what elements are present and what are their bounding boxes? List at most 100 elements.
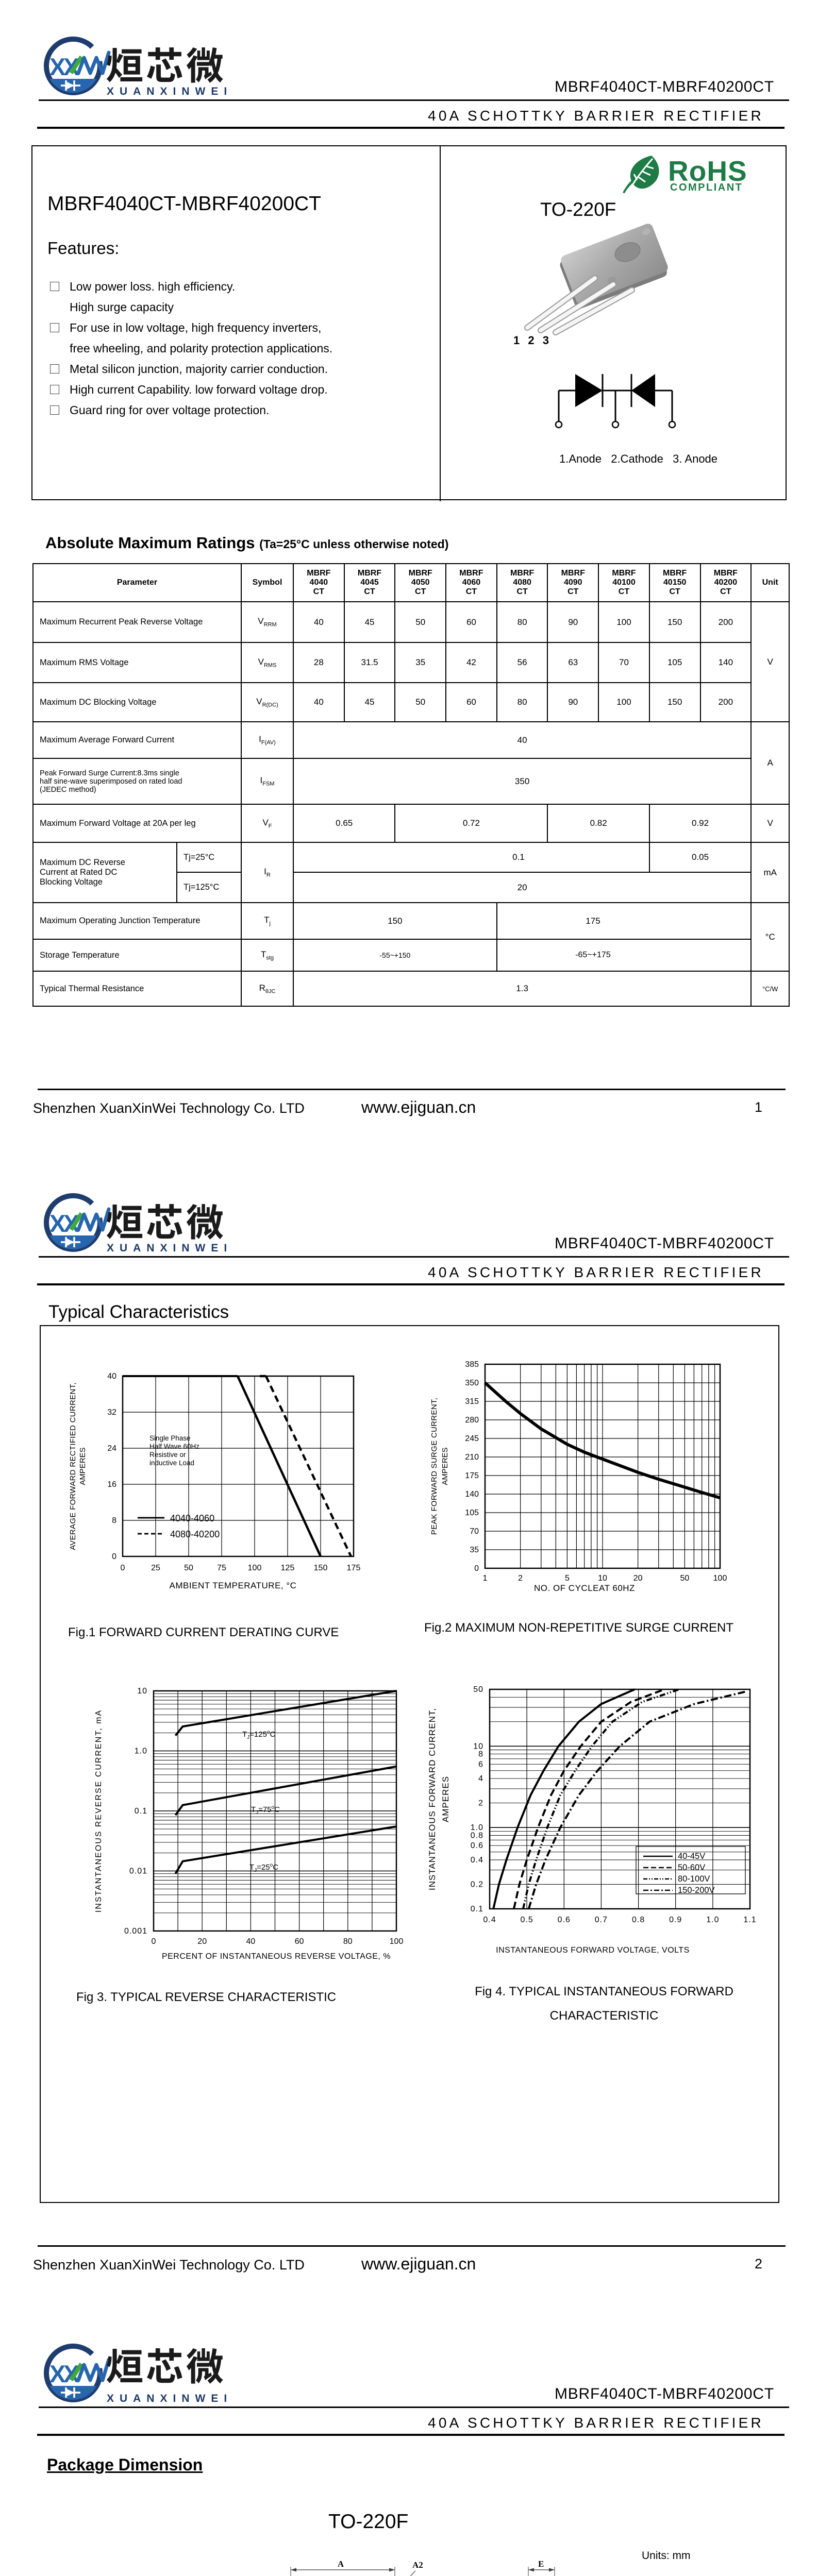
- svg-text:8: 8: [478, 1750, 483, 1759]
- svg-text:16: 16: [107, 1480, 116, 1489]
- svg-text:Resistive or: Resistive or: [149, 1451, 186, 1459]
- svg-text:50: 50: [184, 1564, 193, 1572]
- svg-text:1.0: 1.0: [471, 1823, 483, 1832]
- svg-text:NO. OF CYCLEAT 60HZ: NO. OF CYCLEAT 60HZ: [534, 1583, 635, 1593]
- svg-text:10: 10: [137, 1687, 147, 1696]
- svg-text:AMPERES: AMPERES: [78, 1447, 87, 1485]
- svg-text:350: 350: [465, 1379, 479, 1387]
- svg-text:Half Wave 60Hz: Half Wave 60Hz: [149, 1443, 199, 1450]
- svg-text:0.6: 0.6: [558, 1916, 571, 1924]
- svg-text:X: X: [49, 53, 65, 80]
- svg-text:XUANXINWEI: XUANXINWEI: [107, 1242, 232, 1254]
- svg-text:175: 175: [465, 1471, 479, 1480]
- svg-text:0.4: 0.4: [483, 1916, 496, 1924]
- svg-text:150-200V: 150-200V: [678, 1886, 715, 1895]
- svg-text:80: 80: [343, 1937, 353, 1946]
- svg-text:AMPERES: AMPERES: [441, 1776, 450, 1822]
- svg-text:245: 245: [465, 1434, 479, 1443]
- svg-text:4040-4060: 4040-4060: [170, 1513, 214, 1523]
- svg-text:PEAK FORWARD SURGE CURRENT,: PEAK FORWARD SURGE CURRENT,: [430, 1398, 439, 1535]
- svg-text:1.0: 1.0: [706, 1916, 719, 1924]
- svg-text:INSTANTANEOUS FORWARD CURRENT,: INSTANTANEOUS FORWARD CURRENT,: [427, 1708, 437, 1890]
- svg-text:RoHS: RoHS: [668, 155, 747, 187]
- svg-text:Fig.2 MAXIMUM NON-REPETITIVE S: Fig.2 MAXIMUM NON-REPETITIVE SURGE CURRE…: [424, 1621, 733, 1635]
- svg-text:E: E: [538, 2559, 544, 2569]
- svg-text:210: 210: [465, 1453, 479, 1462]
- svg-text:0.7: 0.7: [595, 1916, 608, 1924]
- svg-text:105: 105: [465, 1509, 479, 1517]
- svg-text:0: 0: [121, 1564, 125, 1572]
- svg-text:50: 50: [473, 1685, 483, 1694]
- svg-text:A: A: [338, 2559, 344, 2569]
- svg-text:10: 10: [598, 1574, 607, 1583]
- svg-text:0.1: 0.1: [135, 1807, 147, 1816]
- svg-text:1: 1: [483, 1574, 488, 1583]
- svg-text:PERCENT OF INSTANTANEOUS REVER: PERCENT OF INSTANTANEOUS REVERSE VOLTAGE…: [162, 1952, 391, 1961]
- svg-text:XUANXINWEI: XUANXINWEI: [107, 2393, 232, 2404]
- svg-text:70: 70: [470, 1527, 479, 1536]
- svg-text:TJ=125oC: TJ=125oC: [242, 1730, 276, 1740]
- svg-text:10: 10: [473, 1742, 483, 1751]
- svg-text:6: 6: [478, 1760, 483, 1769]
- svg-text:140: 140: [465, 1490, 479, 1499]
- svg-text:0.6: 0.6: [471, 1841, 483, 1850]
- svg-text:100: 100: [390, 1937, 404, 1946]
- svg-text:AMBIENT TEMPERATURE, °C: AMBIENT TEMPERATURE, °C: [170, 1581, 297, 1590]
- svg-text:0.01: 0.01: [129, 1867, 147, 1876]
- svg-text:4: 4: [478, 1774, 483, 1783]
- svg-text:20: 20: [633, 1574, 643, 1583]
- svg-text:100: 100: [713, 1574, 727, 1583]
- svg-text:20: 20: [197, 1937, 207, 1946]
- svg-text:0.4: 0.4: [471, 1856, 483, 1865]
- svg-text:Single Phase: Single Phase: [149, 1434, 191, 1442]
- svg-text:0.2: 0.2: [471, 1880, 483, 1889]
- svg-text:0.5: 0.5: [520, 1916, 533, 1924]
- svg-text:Fig 3. TYPICAL REVERSE CHARACT: Fig 3. TYPICAL REVERSE CHARACTERISTIC: [76, 1990, 336, 2004]
- svg-text:INSTANTANEOUS REVERSE CURREN: INSTANTANEOUS REVERSE CURRENT, mA: [94, 1709, 103, 1912]
- svg-text:AVERAGE FORWARD RECTIFIED CURR: AVERAGE FORWARD RECTIFIED CURRENT,: [69, 1382, 77, 1550]
- svg-text:CHARACTERISTIC: CHARACTERISTIC: [550, 2009, 659, 2023]
- svg-text:100: 100: [248, 1564, 262, 1572]
- svg-text:5: 5: [565, 1574, 570, 1583]
- svg-text:COMPLIANT: COMPLIANT: [670, 182, 743, 193]
- svg-text:4080-40200: 4080-40200: [170, 1529, 220, 1539]
- svg-text:AMPERES: AMPERES: [441, 1447, 449, 1485]
- svg-text:25: 25: [151, 1564, 160, 1572]
- svg-text:INSTANTANEOUS FORWARD VOLTAG: INSTANTANEOUS FORWARD VOLTAGE, VOLTS: [496, 1946, 690, 1955]
- svg-text:Fig 4. TYPICAL INSTANTANEOUS F: Fig 4. TYPICAL INSTANTANEOUS FORWARD: [475, 1985, 733, 1998]
- svg-text:0: 0: [112, 1552, 116, 1561]
- svg-text:0.8: 0.8: [471, 1832, 483, 1840]
- svg-text:175: 175: [347, 1564, 361, 1572]
- svg-text:50: 50: [680, 1574, 690, 1583]
- svg-text:X: X: [49, 1210, 65, 1237]
- svg-text:2: 2: [478, 1799, 483, 1808]
- svg-text:40: 40: [246, 1937, 256, 1946]
- svg-text:TO-220F: TO-220F: [328, 2511, 408, 2533]
- svg-text:0.8: 0.8: [632, 1916, 645, 1924]
- svg-text:280: 280: [465, 1416, 479, 1425]
- svg-text:XUANXINWEI: XUANXINWEI: [107, 86, 232, 97]
- svg-text:385: 385: [465, 1360, 479, 1369]
- svg-text:125: 125: [281, 1564, 295, 1572]
- svg-text:X: X: [49, 2360, 65, 2387]
- svg-text:32: 32: [107, 1408, 116, 1417]
- svg-text:40: 40: [107, 1372, 116, 1381]
- svg-text:0: 0: [152, 1937, 156, 1946]
- svg-text:1.0: 1.0: [135, 1747, 147, 1756]
- svg-text:150: 150: [314, 1564, 328, 1572]
- svg-text:0.001: 0.001: [124, 1927, 147, 1936]
- svg-text:TJ=25oC: TJ=25oC: [249, 1862, 278, 1873]
- svg-text:24: 24: [107, 1444, 116, 1453]
- svg-text:0.9: 0.9: [669, 1916, 682, 1924]
- svg-text:35: 35: [470, 1546, 479, 1554]
- svg-text:0: 0: [474, 1564, 479, 1573]
- svg-text:Units: mm: Units: mm: [642, 2550, 691, 2562]
- svg-text:TJ=75oC: TJ=75oC: [251, 1805, 280, 1816]
- svg-text:60: 60: [295, 1937, 304, 1946]
- svg-text:315: 315: [465, 1397, 479, 1406]
- svg-text:40-45V: 40-45V: [678, 1852, 705, 1861]
- svg-text:75: 75: [217, 1564, 226, 1572]
- svg-text:0.1: 0.1: [471, 1905, 483, 1913]
- svg-text:inductive Load: inductive Load: [149, 1459, 194, 1467]
- svg-text:1.1: 1.1: [743, 1916, 756, 1924]
